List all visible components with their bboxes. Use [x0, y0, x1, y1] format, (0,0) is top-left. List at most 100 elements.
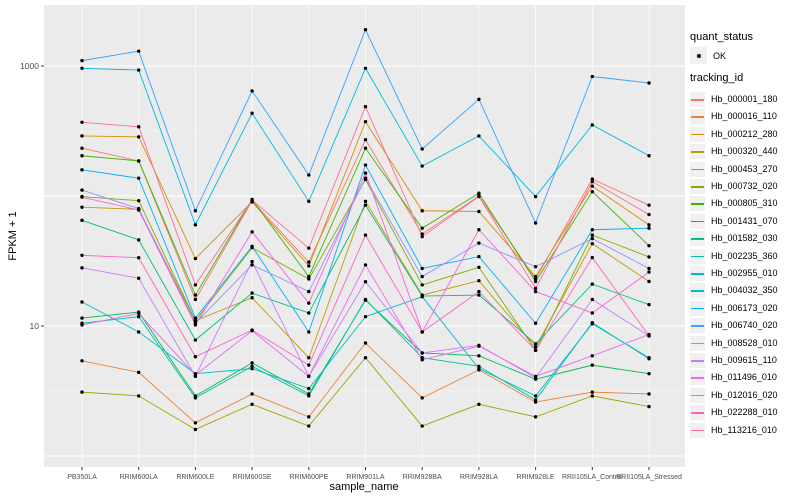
data-point — [647, 154, 651, 158]
legend-entry-key — [690, 353, 705, 368]
data-point — [590, 354, 594, 358]
legend-entry-label: Hb_012016_020 — [711, 389, 778, 400]
data-point — [137, 256, 141, 260]
data-point — [307, 424, 311, 428]
x-tick-label: RRIM901LA — [346, 474, 384, 481]
data-point — [137, 68, 141, 72]
data-point — [477, 364, 481, 368]
x-tick-label: RRIM600LE — [176, 474, 214, 481]
data-point — [647, 203, 651, 207]
data-point — [363, 203, 368, 207]
data-point — [477, 209, 481, 214]
data-point — [590, 282, 594, 286]
data-point — [80, 300, 84, 304]
data-point — [363, 280, 368, 284]
data-point — [533, 194, 538, 199]
data-point — [80, 154, 84, 158]
data-point — [420, 266, 424, 271]
legend-entry-key — [690, 405, 705, 421]
data-point — [307, 260, 311, 264]
data-point — [363, 119, 368, 124]
data-point — [533, 321, 538, 325]
legend-line-swatch — [691, 325, 704, 327]
legend-entry-key — [690, 92, 705, 107]
legend-line-swatch — [691, 360, 704, 362]
legend-entry-label: Hb_113216_010 — [711, 424, 777, 435]
x-tick-label: RRIM600SE — [233, 474, 272, 481]
data-point — [250, 361, 254, 365]
legend-line-swatch — [691, 133, 704, 136]
data-point — [193, 316, 198, 320]
data-point — [533, 394, 538, 398]
data-point — [477, 265, 481, 269]
data-point — [80, 266, 84, 270]
legend-line-swatch — [691, 273, 704, 275]
legend-entry-key — [690, 422, 705, 438]
data-point — [420, 351, 424, 355]
data-point — [477, 97, 481, 102]
data-point — [533, 348, 538, 353]
legend-entry-key — [690, 179, 705, 194]
data-point — [250, 296, 254, 300]
legend-entry-label: Hb_008528_010 — [711, 337, 778, 348]
data-point — [477, 134, 481, 138]
legend-line-swatch — [691, 203, 704, 205]
legend-entry-label: Hb_000212_280 — [711, 128, 778, 139]
data-point — [420, 232, 424, 236]
legend-entry-key — [690, 196, 705, 212]
legend-entry-key — [690, 370, 705, 386]
data-point — [363, 66, 368, 71]
data-point — [420, 330, 424, 334]
data-point — [420, 396, 424, 400]
data-point — [477, 254, 481, 259]
data-point — [533, 221, 538, 225]
data-point — [647, 223, 651, 227]
data-point — [533, 398, 538, 402]
legend-entry-key — [690, 231, 705, 247]
legend-entry-key — [690, 144, 705, 160]
data-point — [363, 163, 368, 167]
legend-line-swatch — [691, 394, 704, 397]
data-point — [80, 134, 84, 138]
data-point — [250, 366, 254, 371]
data-point — [590, 297, 594, 302]
data-point — [137, 159, 141, 163]
data-point — [307, 301, 311, 305]
x-tick-label: RRIM928LE — [517, 474, 555, 481]
data-point — [193, 223, 198, 227]
data-point — [363, 171, 368, 175]
data-point — [477, 344, 481, 348]
data-point — [193, 293, 198, 297]
legend-entry-label: Hb_000320_440 — [711, 146, 778, 157]
data-point — [533, 264, 538, 269]
y-tick-label: 1000 — [20, 61, 39, 71]
data-point — [590, 184, 594, 188]
legend-entry-label: Hb_001582_030 — [711, 233, 778, 244]
legend-entry-key — [690, 126, 705, 142]
legend-line-swatch — [691, 342, 704, 345]
data-point — [250, 89, 254, 93]
data-point — [533, 342, 538, 346]
data-point — [477, 241, 481, 245]
data-point — [307, 374, 311, 379]
legend-line-swatch — [691, 429, 704, 432]
data-point — [137, 176, 141, 180]
legend-line-swatch — [691, 168, 704, 171]
data-point — [193, 256, 198, 261]
data-point — [477, 293, 481, 297]
data-point — [477, 191, 481, 195]
data-point — [420, 209, 424, 213]
data-point — [533, 374, 538, 379]
data-point — [477, 289, 481, 294]
legend-entry-label: Hb_009615_110 — [711, 355, 777, 365]
data-point — [590, 311, 594, 315]
data-point — [420, 164, 424, 168]
data-point — [193, 373, 198, 377]
data-point — [420, 358, 424, 362]
legend-line-swatch — [691, 307, 704, 310]
data-point — [250, 364, 254, 368]
legend-entry-key — [690, 213, 705, 229]
data-point — [137, 370, 141, 375]
x-tick-label: RRII105LA_Control — [562, 474, 623, 481]
legend-entry-label: Hb_002235_360 — [711, 250, 778, 261]
